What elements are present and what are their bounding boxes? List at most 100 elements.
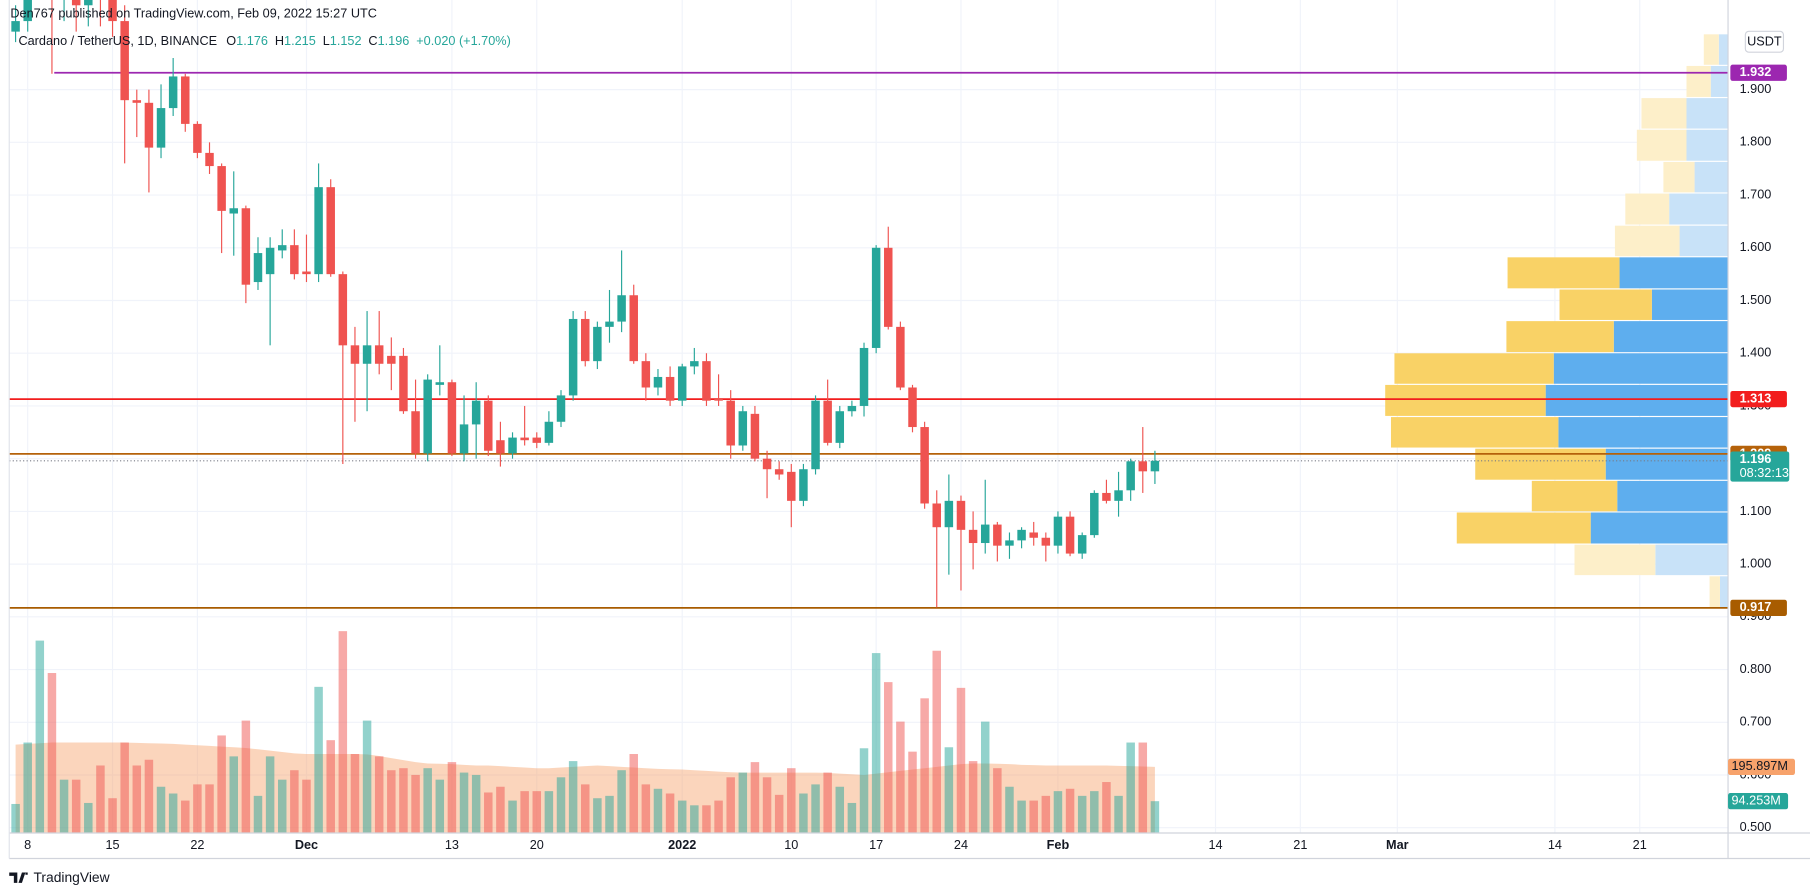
candle-body [1114,490,1123,501]
volume-bar [944,747,954,833]
x-tick-label: 10 [784,837,798,852]
profile-down [1703,34,1719,65]
profile-up [1553,353,1729,384]
volume-bar [229,756,238,833]
volume-bar [338,631,348,833]
candle-body [993,524,1002,546]
volume-bar [181,800,190,833]
candle-body [605,321,614,327]
volume-bar [993,768,1002,833]
volume-bar [920,698,929,833]
volume-bar [738,772,748,833]
x-tick-label: Feb [1047,837,1070,852]
candle-body [920,427,929,504]
level-tag [1730,64,1787,81]
profile-up [1686,129,1729,161]
volume-bar [653,788,663,833]
legend-ohlc-label: O [226,33,236,48]
profile-down [1456,512,1591,544]
header: Den767 published on TradingView.com, Feb… [10,5,377,20]
currency-box [1744,30,1785,53]
candle-body [71,0,81,6]
volume-bar [120,742,129,833]
candle-body [823,400,832,443]
volume-bar [1150,801,1160,833]
volume-bar [520,791,529,833]
volume-bar [423,768,432,833]
candle-body [471,400,481,425]
volume-bar [593,798,602,833]
volume-bar [1090,791,1099,833]
candle-body [932,503,941,528]
volume-bar [871,653,881,833]
candle-body [423,379,432,454]
profile-up [1679,225,1729,257]
volume-bar [932,650,941,833]
candle-body [1017,529,1026,541]
profile-down [1709,576,1720,608]
y-tick-label: 1.600 [1740,239,1772,254]
level-tag-label: 0.917 [1740,599,1772,614]
legend-ohlc-value: 1.196 [378,33,410,48]
candle-body [350,345,360,364]
x-tick-label: Mar [1386,837,1409,852]
candle-body [641,361,651,388]
volume-bar [908,751,917,833]
volume-bar [265,756,275,833]
x-tick-label: 14 [1548,837,1562,852]
volume-bar [290,770,299,833]
candle-body [326,187,335,275]
x-tick-label: 21 [1293,837,1307,852]
volume-bar [11,803,20,833]
volume-bar [168,793,178,833]
y-tick-label: 0.800 [1740,661,1772,676]
candle-body [944,500,954,528]
volume-bar [59,779,69,833]
volume-profile [1385,34,1729,608]
volume-bar [350,754,360,833]
candle-body [629,295,638,362]
volume-bar [241,720,251,833]
volume-bar [956,687,966,833]
candle-body [847,405,857,412]
x-tick-label: 21 [1633,837,1647,852]
footer: TradingView [33,869,110,885]
volume-bar [1114,795,1123,833]
candle-body [181,76,190,124]
candle-body [1126,461,1135,491]
candle-body [1041,537,1051,546]
volume-ma-label: 195.897M [1732,758,1788,773]
price-tag [1730,451,1790,482]
y-tick-label: 1.400 [1740,345,1772,360]
profile-down [1636,129,1687,161]
volume-bar [447,762,457,833]
volume-bar [1005,786,1014,833]
candle-body [362,345,372,364]
y-tick-label: 1.500 [1740,292,1772,307]
volume-bar [205,784,214,833]
level-tag [1730,390,1787,408]
volume-bar [690,805,699,833]
volume-bar [96,765,105,833]
candle-body [532,437,542,443]
profile-down [1390,417,1559,448]
x-tick-label: 17 [869,837,883,852]
y-tick-label: 1.900 [1740,81,1772,96]
volume-bar [23,742,32,833]
volume-bar [859,748,869,833]
volume-bar [1029,800,1038,833]
candle-body [1102,492,1111,501]
candle-body [277,245,287,251]
volume-bar [411,774,420,833]
candle-body [653,376,663,388]
grid [9,0,1729,833]
candle-body [193,123,202,153]
candle-body [447,382,457,454]
candle-body [968,529,978,544]
volume-bar [193,784,202,833]
candle-body [108,0,117,22]
profile-down [1559,289,1652,320]
candle-body [1065,516,1075,554]
x-tick-label: 22 [190,837,204,852]
